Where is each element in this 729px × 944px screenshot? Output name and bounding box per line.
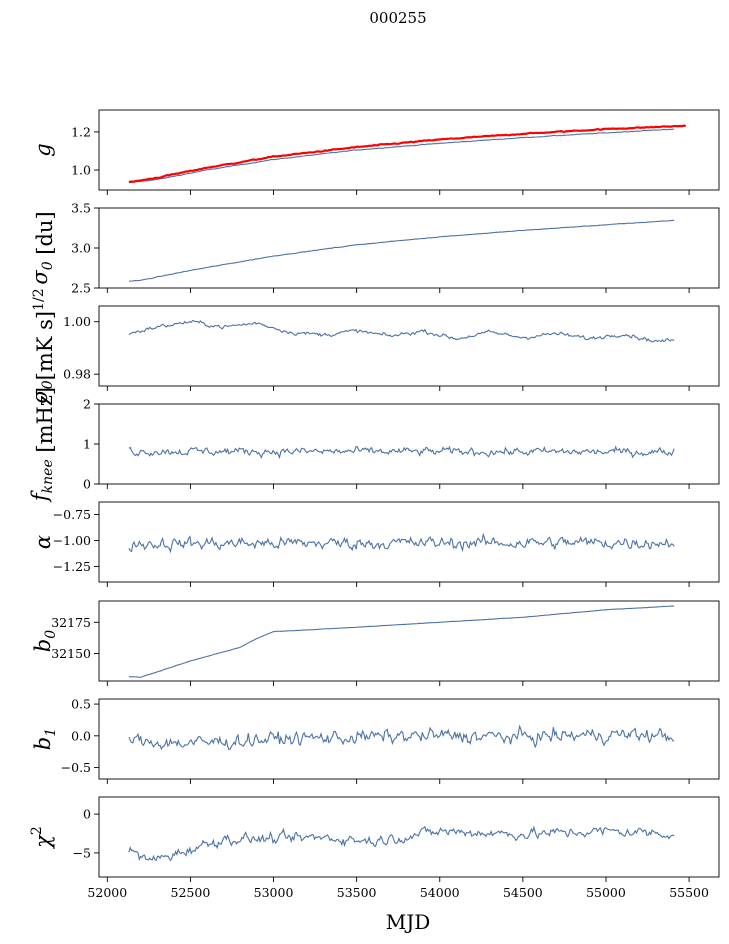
series-line-chi2-0 — [128, 825, 675, 862]
y-tick-label-b1: 0.5 — [71, 697, 91, 712]
y-axis-label-sigma0-du: σ0 [du] — [28, 211, 57, 284]
y-tick-label-g: 1.0 — [71, 163, 91, 178]
x-tick-label: 55000 — [586, 885, 626, 900]
y-tick-label-fknee: 2 — [83, 397, 91, 412]
series-line-g-1 — [128, 124, 687, 184]
axes-frame-fknee — [98, 403, 720, 485]
axes-frame-sigma0-mK — [98, 305, 720, 387]
panel-alpha: −1.25 −1.00 −0.75 α — [31, 501, 720, 587]
x-tick-label: 54000 — [420, 885, 460, 900]
series-line-alpha-0 — [128, 532, 675, 554]
series-line-b1-0 — [128, 724, 675, 751]
y-tick-label-alpha: −1.00 — [53, 533, 91, 548]
series-line-fknee-0 — [128, 445, 675, 460]
panel-b1: −0.5 0.0 0.5 b1 — [31, 697, 720, 784]
y-axis-label-fknee: fknee [mHz] — [28, 387, 57, 503]
y-axis-label-g: g — [31, 143, 55, 156]
figure-title: 000255 — [369, 9, 426, 27]
series-line-sigma0-mK-0 — [128, 320, 675, 343]
y-axis-label-alpha: α — [31, 535, 55, 549]
series-line-sigma0-du-0 — [128, 219, 675, 282]
y-tick-label-alpha: −0.75 — [53, 507, 91, 522]
y-tick-label-sigma0-du: 3.0 — [71, 241, 91, 256]
panel-fknee: 0 1 2 fknee [mHz] — [28, 387, 720, 503]
x-axis-label: MJD — [386, 910, 431, 934]
axes-frame-b1 — [98, 698, 720, 780]
axes-frame-alpha — [98, 501, 720, 583]
panel-g: 1.0 1.2 g — [31, 109, 720, 195]
panels: 1.0 1.2 g 2.5 3.0 3.5 σ0 [du] 0.98 1.00 σ0[mK s]1… — [28, 109, 720, 900]
axes-frame-b0 — [98, 600, 720, 682]
y-tick-label-b0: 32175 — [51, 615, 91, 630]
y-tick-label-sigma0-mK: 1.00 — [63, 314, 91, 329]
y-tick-label-chi2: 0 — [83, 807, 91, 822]
y-tick-label-chi2: −5 — [73, 845, 91, 860]
axes-frame-sigma0-du — [98, 207, 720, 289]
y-tick-label-alpha: −1.25 — [53, 559, 91, 574]
panel-sigma0-mK: 0.98 1.00 σ0[mK s]1/2 — [28, 288, 720, 404]
y-tick-label-g: 1.2 — [71, 124, 91, 139]
y-axis-label-chi2: χ2 — [29, 826, 55, 850]
y-axis-label-b0: b0 — [31, 630, 59, 652]
series-line-b0-0 — [128, 605, 675, 678]
panel-chi2: −5 0 52000 52500 53000 53500 54000 54500 55000 55… — [29, 796, 720, 900]
y-tick-label-fknee: 0 — [83, 477, 91, 492]
x-tick-label: 52500 — [171, 885, 211, 900]
y-tick-label-b1: −0.5 — [61, 760, 91, 775]
y-tick-label-fknee: 1 — [83, 437, 91, 452]
panel-sigma0-du: 2.5 3.0 3.5 σ0 [du] — [28, 201, 720, 296]
y-tick-label-b1: 0.0 — [71, 728, 91, 743]
x-tick-label: 55500 — [669, 885, 709, 900]
y-axis-label-b1: b1 — [31, 728, 59, 750]
axes-frame-chi2 — [98, 796, 720, 878]
x-tick-label: 53000 — [254, 885, 294, 900]
y-tick-label-sigma0-mK: 0.98 — [63, 367, 91, 382]
x-tick-label: 54500 — [503, 885, 543, 900]
x-tick-label: 53500 — [337, 885, 377, 900]
x-tick-label: 52000 — [87, 885, 127, 900]
y-axis-label-sigma0-mK: σ0[mK s]1/2 — [28, 288, 57, 403]
y-tick-label-b0: 32150 — [51, 646, 91, 661]
axes-frame-g — [98, 109, 720, 191]
series-line-g-0 — [128, 128, 675, 184]
y-tick-label-sigma0-du: 2.5 — [71, 281, 91, 296]
y-tick-label-sigma0-du: 3.5 — [71, 201, 91, 216]
